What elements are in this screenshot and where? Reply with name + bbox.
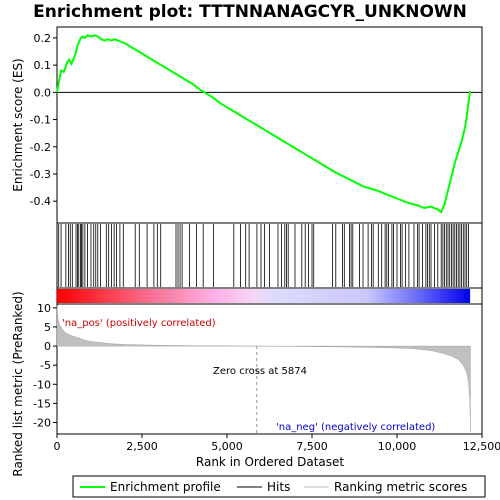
zero-cross-annotation: Zero cross at 5874 — [213, 366, 307, 377]
legend-profile-label: Enrichment profile — [110, 480, 221, 494]
hits-panel — [56, 222, 483, 289]
enrichment-profile-line — [56, 34, 472, 214]
negative-annotation: 'na_neg' (negatively correlated) — [276, 422, 435, 433]
metric-y-tick-label: -10 — [33, 378, 51, 391]
metric-y-tick-label: 10 — [37, 302, 51, 315]
ranked-metric-plot-area — [56, 303, 483, 435]
rank-x-ticks: 0 2,500 5,000 7,500 10,000 12,500 — [54, 434, 500, 453]
ranked-metric-panel: 10 5 0 -5 -10 -15 -20 0 2,500 5,000 7,500 10,000 12… — [11, 291, 500, 476]
rank-x-axis-label: Rank in Ordered Dataset — [196, 455, 344, 469]
metric-y-tick-label: 0 — [44, 340, 51, 353]
chart-title: Enrichment plot: TTTNNANAGCYR_UNKNOWN — [33, 2, 467, 22]
es-y-tick-label: -0.3 — [30, 168, 51, 181]
metric-y-ticks: 10 5 0 -5 -10 -15 -20 — [33, 302, 57, 430]
es-y-axis-label: Enrichment score (ES) — [11, 58, 25, 191]
enrichment-plot-area — [56, 26, 483, 224]
es-y-tick-label: 0.1 — [34, 59, 52, 72]
hit-marks — [58, 224, 469, 287]
legend-box — [72, 475, 486, 498]
rank-x-tick-label: 12,500 — [463, 440, 500, 453]
legend-hits-label: Hits — [267, 480, 290, 494]
rank-x-tick-label: 10,000 — [378, 440, 417, 453]
es-y-tick-label: -0.2 — [30, 141, 51, 154]
rank-color-bar — [57, 289, 471, 303]
metric-y-tick-label: -20 — [33, 417, 51, 430]
rank-x-tick-label: 5,000 — [211, 440, 243, 453]
enrichment-panel: 0.2 0.1 0.0 -0.1 -0.2 -0.3 -0.4 Enrichment sco… — [11, 26, 483, 224]
metric-y-tick-label: -5 — [40, 359, 51, 372]
es-y-tick-label: 0.2 — [34, 32, 52, 45]
es-y-tick-label: -0.4 — [30, 195, 51, 208]
legend-metric-label: Ranking metric scores — [334, 480, 467, 494]
legend: Enrichment profile Hits Ranking metric s… — [72, 475, 486, 498]
positive-annotation: 'na_pos' (positively correlated) — [62, 318, 216, 329]
es-y-ticks: 0.2 0.1 0.0 -0.1 -0.2 -0.3 -0.4 — [30, 32, 57, 208]
ranking-metric-area — [56, 305, 471, 433]
metric-y-tick-label: -15 — [33, 397, 51, 410]
es-y-tick-label: 0.0 — [34, 86, 52, 99]
rank-x-tick-label: 2,500 — [126, 440, 158, 453]
metric-y-axis-label: Ranked list metric (PreRanked) — [11, 291, 25, 476]
metric-y-tick-label: 5 — [44, 321, 51, 334]
es-y-tick-label: -0.1 — [30, 114, 51, 127]
rank-x-tick-label: 0 — [54, 440, 61, 453]
rank-x-tick-label: 7,500 — [296, 440, 328, 453]
